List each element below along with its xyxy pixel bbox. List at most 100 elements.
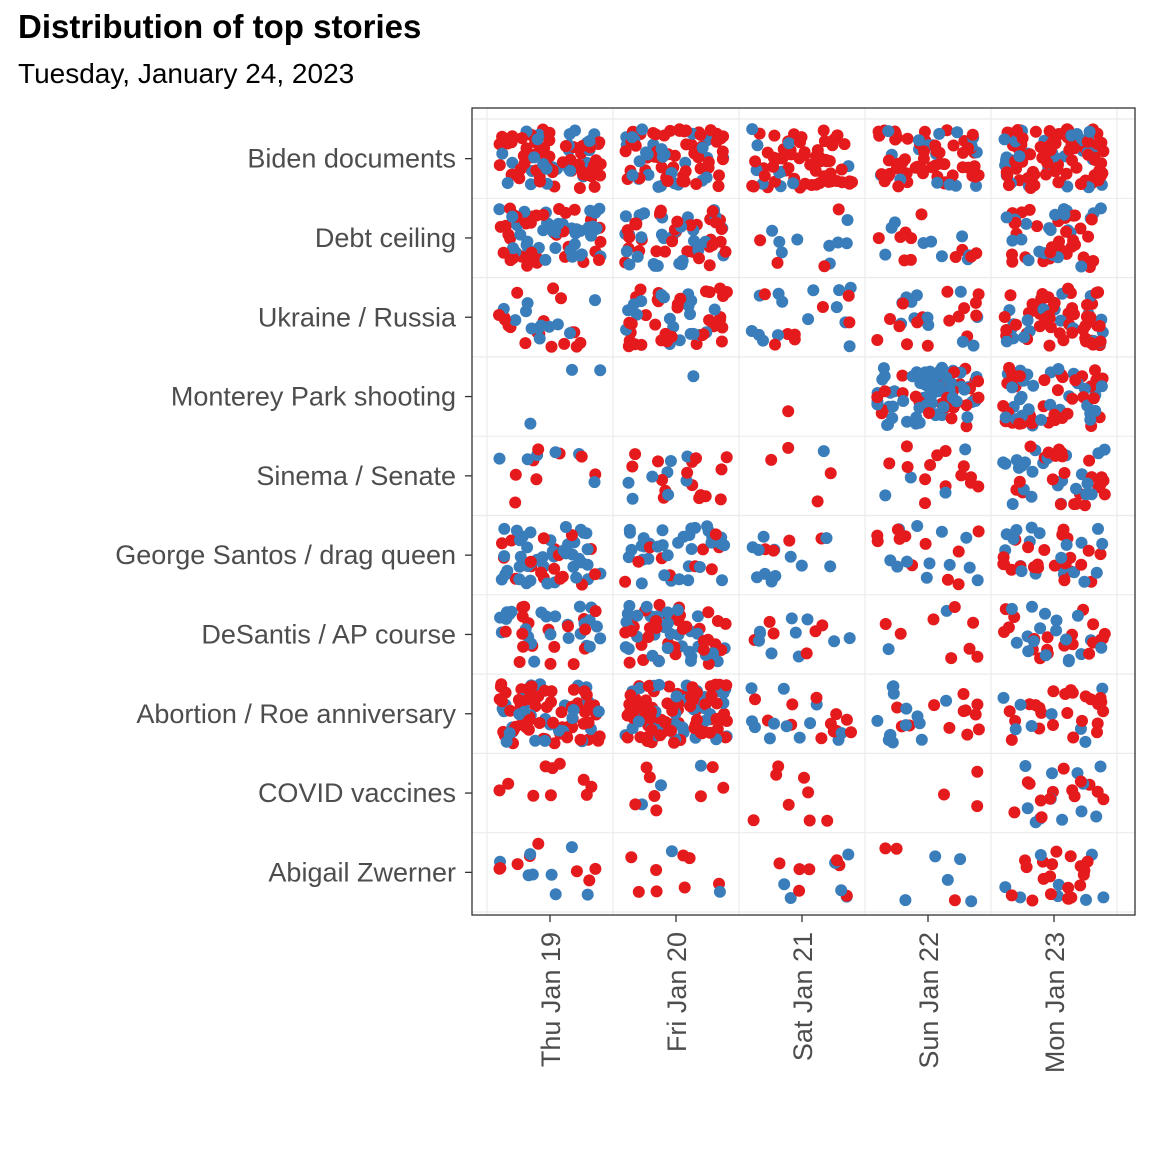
data-point — [843, 340, 856, 353]
data-point — [594, 235, 607, 248]
data-point — [706, 761, 719, 774]
data-point — [1058, 208, 1071, 221]
data-point — [901, 132, 914, 145]
data-point — [871, 529, 884, 542]
data-point — [678, 175, 691, 188]
data-point — [970, 247, 983, 260]
data-point — [504, 232, 517, 245]
data-point — [1044, 224, 1057, 236]
data-point — [1044, 870, 1057, 883]
data-point — [1052, 878, 1065, 891]
data-points — [493, 123, 1111, 908]
data-point — [970, 179, 982, 192]
data-point — [896, 369, 909, 382]
data-point — [588, 180, 601, 193]
data-point — [693, 252, 705, 265]
data-point — [679, 156, 692, 169]
data-point — [929, 370, 942, 383]
data-point — [763, 732, 776, 745]
data-point — [543, 320, 556, 333]
data-point — [1091, 726, 1103, 739]
data-point — [964, 476, 977, 489]
data-point — [911, 160, 924, 173]
data-point — [687, 327, 700, 340]
data-point — [1075, 260, 1088, 273]
data-point — [537, 224, 550, 237]
data-point — [661, 175, 674, 187]
data-point — [651, 540, 664, 553]
data-point — [928, 699, 941, 712]
data-point — [1035, 413, 1048, 426]
data-point — [896, 297, 909, 310]
data-point — [549, 888, 562, 901]
data-point — [1010, 636, 1023, 649]
data-point — [685, 294, 698, 307]
data-point — [548, 562, 561, 575]
y-tick-label: COVID vaccines — [258, 778, 456, 808]
data-point — [923, 557, 936, 570]
data-point — [658, 569, 671, 582]
data-point — [956, 230, 969, 243]
data-point — [1097, 705, 1110, 718]
data-point — [753, 634, 765, 647]
data-point — [545, 868, 558, 881]
data-point — [632, 885, 645, 898]
data-point — [1028, 179, 1041, 192]
data-point — [935, 525, 948, 538]
data-point — [1083, 315, 1096, 328]
data-point — [690, 178, 703, 190]
data-point — [493, 862, 506, 875]
data-point — [1052, 363, 1065, 375]
data-point — [1039, 649, 1052, 662]
data-point — [522, 869, 535, 882]
data-point — [767, 627, 780, 640]
data-point — [1006, 381, 1019, 394]
data-point — [972, 525, 985, 538]
data-point — [899, 719, 912, 732]
data-point — [752, 544, 765, 556]
data-point — [814, 155, 827, 168]
data-point — [1015, 565, 1028, 578]
data-point — [1098, 443, 1111, 456]
data-point — [650, 864, 663, 876]
data-point — [971, 650, 984, 663]
data-point — [878, 385, 891, 398]
data-point — [1058, 574, 1071, 587]
data-point — [583, 135, 596, 147]
data-point — [1075, 558, 1088, 571]
data-point — [640, 761, 653, 774]
data-point — [949, 251, 962, 263]
data-point — [807, 284, 820, 297]
data-point — [1094, 548, 1107, 561]
data-point — [951, 126, 964, 139]
data-point — [521, 541, 534, 554]
data-point — [917, 237, 930, 249]
data-point — [697, 635, 710, 647]
data-point — [824, 560, 837, 573]
data-point — [915, 733, 928, 746]
data-point — [639, 309, 652, 322]
data-point — [872, 125, 885, 138]
data-point — [754, 234, 767, 247]
data-point — [514, 550, 527, 563]
data-point — [842, 289, 855, 302]
data-point — [656, 474, 668, 486]
data-point — [632, 715, 645, 728]
data-point — [671, 215, 684, 228]
data-point — [1084, 413, 1097, 426]
data-point — [1027, 635, 1040, 648]
data-point — [817, 445, 830, 458]
data-point — [783, 534, 796, 547]
data-point — [1097, 793, 1110, 806]
data-point — [648, 790, 661, 802]
data-point — [1064, 850, 1077, 863]
data-point — [619, 575, 632, 588]
data-point — [497, 246, 510, 259]
data-point — [763, 615, 776, 628]
data-point — [765, 453, 778, 466]
data-point — [893, 320, 906, 333]
data-point — [998, 133, 1011, 146]
data-point — [692, 238, 705, 251]
data-point — [543, 126, 556, 139]
data-point — [1062, 892, 1075, 905]
